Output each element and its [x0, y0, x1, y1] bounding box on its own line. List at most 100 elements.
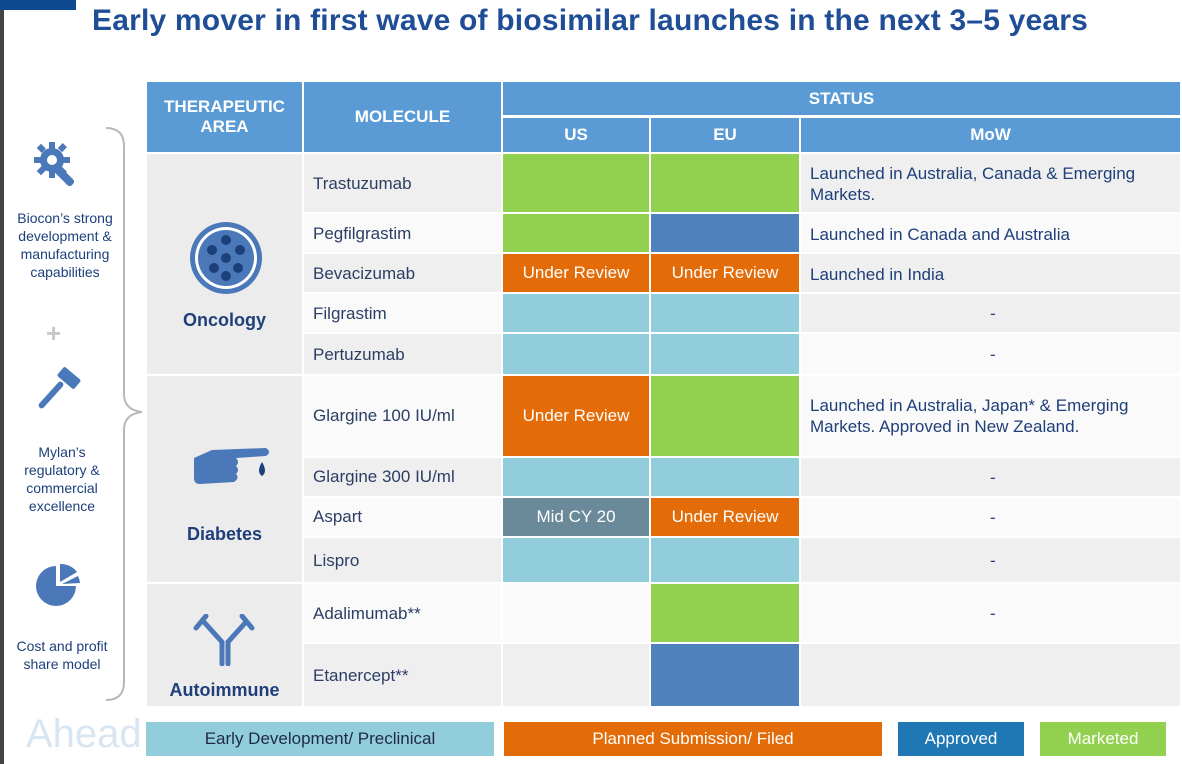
molecule-name: Bevacizumab [313, 264, 416, 283]
mow-cell [801, 584, 1180, 642]
table-row [304, 498, 501, 536]
header-label: THERAPEUTIC [164, 97, 285, 116]
status-cell-marketed [651, 376, 799, 456]
molecule-name: Filgrastim [313, 304, 387, 323]
mow-line: Launched in Australia, Japan* & Emerging [810, 396, 1129, 415]
molecule-name: Etanercept** [313, 666, 409, 685]
molecule-name: Aspart [313, 507, 363, 526]
sidebar-line: regulatory & [24, 462, 100, 478]
mow-line: Markets. Approved in New Zealand. [810, 417, 1080, 436]
table-row [304, 584, 501, 642]
status-cell-marketed [503, 154, 649, 212]
table-row [304, 254, 501, 292]
mow-cell [801, 538, 1180, 582]
mow-dash: - [990, 508, 996, 527]
status-cell-early [503, 294, 649, 332]
mow-line: Launched in Canada and Australia [810, 225, 1070, 244]
status-cell-early [651, 538, 799, 582]
molecule-name: Trastuzumab [313, 174, 412, 193]
status-cell-empty [503, 584, 649, 642]
mow-cell [801, 644, 1180, 706]
left-border [0, 0, 4, 764]
mow-text: Launched in Australia, Canada & Emerging… [810, 163, 1135, 205]
molecule-name: Pegfilgrastim [313, 224, 412, 243]
status-cell-planned: Under Review [503, 376, 649, 456]
status-cell-early [503, 458, 649, 496]
status-cell-planned: Under Review [503, 254, 649, 292]
finger-blood-drop-icon [194, 448, 269, 484]
mow-line: Markets. [810, 185, 876, 204]
legend-approved: Approved [898, 722, 1024, 756]
top-accent-bar [0, 0, 76, 10]
sidebar-line: Mylan’s [38, 444, 86, 460]
molecule-name: Pertuzumab [313, 345, 405, 364]
legend-planned-submission: Planned Submission/ Filed [504, 722, 882, 756]
mow-dash: - [990, 345, 996, 364]
header-eu: EU [651, 118, 799, 152]
mow-cell [801, 294, 1180, 332]
antibody-icon [193, 614, 255, 666]
status-cell-timeline: Mid CY 20 [503, 498, 649, 536]
status-cell-approved [651, 644, 799, 706]
mow-text: Launched in India [810, 264, 944, 285]
status-cell-early [503, 538, 649, 582]
right-brace [105, 127, 143, 701]
molecule-name: Lispro [313, 551, 360, 570]
legend-marketed: Marketed [1040, 722, 1166, 756]
plus-sign: + [46, 318, 62, 348]
status-cell-early [503, 334, 649, 374]
area-name-diabetes: Diabetes [186, 524, 263, 544]
gear-wrench-icon [34, 142, 75, 187]
sidebar-line: Cost and profit [16, 638, 108, 654]
legend-early-development: Early Development/ Preclinical [146, 722, 494, 756]
molecule-name: Glargine 100 IU/ml [313, 406, 455, 425]
mow-dash: - [990, 604, 996, 623]
mow-cell [801, 154, 1180, 212]
status-cell-marketed [651, 154, 799, 212]
status-cell-planned: Under Review [651, 254, 799, 292]
sidebar-item-biocon: Biocon’s strong development & manufactur… [4, 209, 126, 281]
table-row [304, 214, 501, 252]
header-molecule: MOLECULE [304, 82, 501, 152]
status-cell-early [651, 294, 799, 332]
molecule-name: Adalimumab** [313, 604, 421, 623]
header-label: AREA [200, 117, 249, 136]
status-cell-planned: Under Review [651, 498, 799, 536]
mow-cell [801, 334, 1180, 374]
mow-dash: - [990, 551, 996, 570]
table-row [304, 458, 501, 496]
sidebar-item-cost: Cost and profit share model [4, 637, 120, 673]
mow-dash: - [990, 468, 996, 487]
area-name-autoimmune: Autoimmune [169, 680, 280, 700]
table-row [304, 538, 501, 582]
status-cell-early [651, 334, 799, 374]
mow-line: Launched in Australia, Canada & Emerging [810, 164, 1136, 183]
area-name-oncology: Oncology [182, 310, 266, 330]
sidebar-line: Biocon’s strong [17, 210, 113, 226]
mow-cell [801, 254, 1180, 292]
header-mow: MoW [801, 118, 1180, 152]
status-cell-marketed [503, 214, 649, 252]
sidebar-line: capabilities [30, 264, 100, 280]
sidebar-item-mylan: Mylan’s regulatory & commercial excellen… [4, 443, 120, 515]
mow-cell [801, 458, 1180, 496]
mow-text: Launched in Australia, Japan* & Emerging… [810, 395, 1128, 437]
mow-cell [801, 376, 1180, 456]
table-row [304, 376, 501, 456]
header-therapeutic-area: THERAPEUTIC AREA [147, 82, 302, 152]
sidebar-line: manufacturing [20, 246, 110, 262]
page-title: Early mover in first wave of biosimilar … [92, 4, 1089, 37]
mow-line: Launched in India [810, 265, 945, 284]
status-cell-marketed [651, 584, 799, 642]
mow-cell [801, 214, 1180, 252]
sidebar-line: development & [18, 228, 112, 244]
sidebar-line: commercial [26, 480, 98, 496]
gavel-icon [38, 367, 81, 409]
status-cell-empty [503, 644, 649, 706]
cell-icon [190, 222, 262, 294]
table-row [304, 294, 501, 332]
status-cell-early [651, 458, 799, 496]
header-status: STATUS [503, 82, 1180, 115]
table-row [304, 644, 501, 706]
mow-cell [801, 498, 1180, 536]
